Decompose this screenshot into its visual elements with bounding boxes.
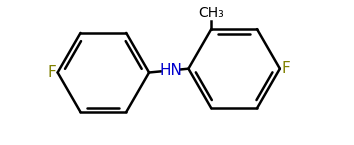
Text: F: F	[281, 61, 290, 76]
Text: HN: HN	[159, 63, 182, 78]
Text: F: F	[48, 65, 56, 80]
Text: CH₃: CH₃	[198, 6, 224, 20]
